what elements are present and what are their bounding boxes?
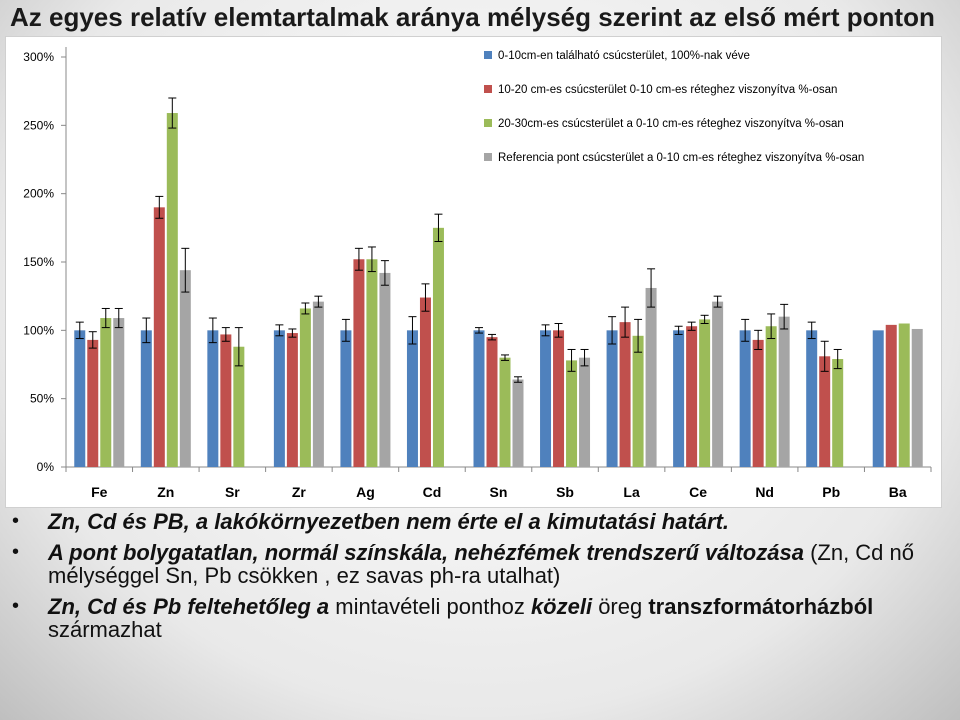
bar-zn-s3	[166, 113, 178, 468]
bar-pb-s1	[806, 330, 818, 467]
bullet-text-part: Zn, Cd és PB, a lakókörnyezetben nem ért…	[48, 509, 730, 534]
legend-swatch-3	[484, 119, 492, 127]
bullet-list: • Zn, Cd és PB, a lakókörnyezetben nem ér…	[12, 510, 952, 649]
legend-label-4: Referencia pont csúcsterület a 0-10 cm-e…	[498, 152, 864, 164]
legend-swatch-2	[484, 85, 492, 93]
bar-sr-s2	[220, 334, 232, 467]
bullet-item: • A pont bolygatatlan, normál színskála, …	[12, 541, 952, 587]
x-tick-label-zr: Zr	[292, 484, 307, 500]
bar-zr-s4	[312, 301, 324, 467]
bullet-dot-icon: •	[12, 541, 20, 563]
bullet-text-part: (Zn, Cd nő mélységgel Sn, Pb csökken , e…	[48, 540, 914, 588]
bar-chart: 0% 50% 100% 150% 200% 250% 300% Fe Zn Sr Zr Ag Cd Sn S…	[23, 47, 932, 500]
legend-swatch-4	[484, 153, 492, 161]
bar-ba-s3	[898, 323, 910, 467]
y-tick-label: 0%	[37, 460, 55, 474]
bar-ag-s3	[366, 259, 378, 467]
bullet-text-part: transzformátorházból	[648, 594, 874, 619]
bar-pb-s2	[819, 356, 831, 467]
bar-zr-s1	[273, 330, 285, 467]
x-tick-label-sn: Sn	[490, 484, 508, 500]
bullet-item: • Zn, Cd és Pb feltehetőleg a mintavételi…	[12, 595, 952, 641]
bar-cd-s1	[406, 330, 418, 467]
x-tick-label-pb: Pb	[822, 484, 840, 500]
bar-ag-s1	[340, 330, 352, 467]
bar-sb-s3	[566, 360, 578, 467]
x-tick-label-la: La	[623, 484, 640, 500]
x-tick-label-cd: Cd	[423, 484, 442, 500]
bar-la-s4	[645, 287, 657, 467]
bar-fe-s4	[113, 318, 125, 467]
bar-sb-s2	[553, 330, 565, 467]
bar-sn-s3	[499, 357, 511, 467]
bar-ba-s2	[885, 324, 897, 467]
legend-swatch-1	[484, 51, 492, 59]
bar-ba-s4	[911, 328, 923, 467]
bar-la-s2	[619, 322, 631, 467]
bullet-item: • Zn, Cd és PB, a lakókörnyezetben nem ér…	[12, 510, 952, 533]
y-tick-label: 300%	[23, 50, 54, 64]
bar-nd-s1	[739, 330, 751, 467]
bullet-dot-icon: •	[12, 510, 20, 532]
bar-cd-s3	[432, 227, 444, 467]
y-tick-label: 150%	[23, 255, 54, 269]
bar-ba-s1	[872, 330, 884, 467]
bar-la-s1	[606, 330, 618, 467]
bar-ag-s4	[379, 272, 391, 467]
bullet-dot-icon: •	[12, 595, 20, 617]
x-tick-label-fe: Fe	[91, 484, 108, 500]
x-tick-label-ag: Ag	[356, 484, 375, 500]
x-tick-label-ce: Ce	[689, 484, 707, 500]
bar-sb-s4	[579, 357, 591, 467]
bar-zn-s4	[179, 270, 191, 467]
x-tick-label-zn: Zn	[157, 484, 174, 500]
bullet-text-part: A pont bolygatatlan, normál színskála, n…	[48, 540, 804, 565]
legend-label-3: 20-30cm-es csúcsterület a 0-10 cm-es rét…	[498, 118, 844, 130]
bar-sn-s4	[512, 379, 524, 467]
x-tick-label-ba: Ba	[889, 484, 907, 500]
bar-ce-s4	[712, 301, 724, 467]
bar-sb-s1	[540, 330, 552, 467]
bar-zr-s3	[299, 308, 311, 467]
bar-nd-s4	[778, 316, 790, 467]
bar-sn-s2	[486, 337, 498, 467]
bullet-text-part: Zn, Cd és Pb feltehetőleg a	[48, 594, 330, 619]
bullet-text-part: öreg	[592, 594, 649, 619]
bar-pb-s3	[832, 359, 844, 467]
bar-la-s3	[632, 335, 644, 467]
y-tick-label: 100%	[23, 323, 54, 337]
bar-ce-s1	[673, 330, 685, 467]
y-tick-label: 200%	[23, 187, 54, 201]
bar-zn-s1	[140, 330, 152, 467]
bar-sn-s1	[473, 330, 485, 467]
bar-ce-s2	[686, 326, 698, 467]
bullet-text-part: származhat	[48, 617, 162, 642]
bar-fe-s3	[100, 318, 112, 467]
legend-label-2: 10-20 cm-es csúcsterület 0-10 cm-es réte…	[498, 84, 837, 96]
bar-sr-s3	[233, 346, 245, 467]
y-tick-label: 50%	[30, 392, 54, 406]
chart-panel: 0% 50% 100% 150% 200% 250% 300% Fe Zn Sr Zr Ag Cd Sn S…	[5, 36, 942, 508]
bar-zr-s2	[286, 333, 298, 467]
bar-nd-s2	[752, 339, 764, 467]
slide-title: Az egyes relatív elemtartalmak aránya mé…	[10, 2, 935, 32]
bar-zn-s2	[153, 207, 165, 468]
bar-fe-s2	[87, 339, 99, 467]
legend-label-1: 0-10cm-en található csúcsterület, 100%-n…	[498, 50, 750, 62]
x-tick-label-nd: Nd	[755, 484, 774, 500]
bullet-text-part: közeli	[530, 594, 593, 619]
x-tick-label-sr: Sr	[225, 484, 240, 500]
bar-sr-s1	[207, 330, 219, 467]
y-tick-label: 250%	[23, 118, 54, 132]
bar-ag-s2	[353, 259, 365, 467]
x-tick-label-sb: Sb	[556, 484, 574, 500]
bar-fe-s1	[74, 330, 86, 467]
bar-ce-s3	[699, 319, 711, 467]
bar-cd-s2	[419, 297, 431, 467]
bar-nd-s3	[765, 326, 777, 467]
bullet-text-part: mintavételi ponthoz	[329, 594, 531, 619]
